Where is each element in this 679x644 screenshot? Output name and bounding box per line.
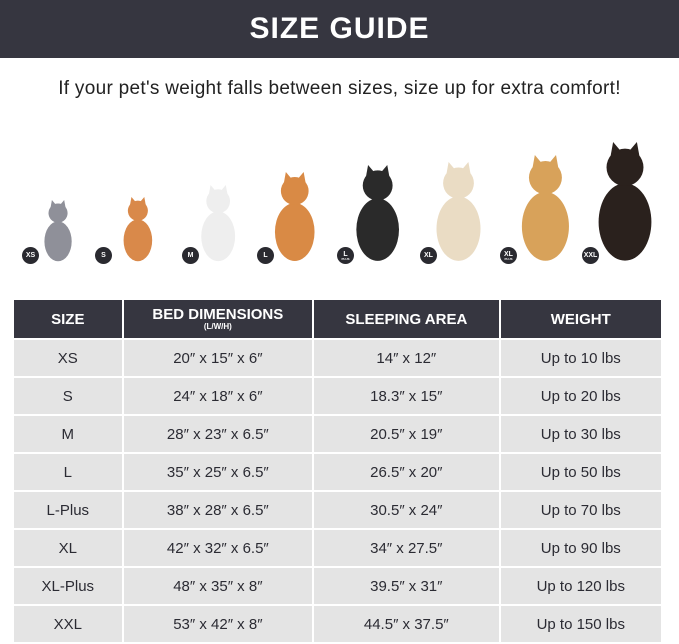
size-badge: S — [95, 247, 112, 264]
table-cell: 20″ x 15″ x 6″ — [123, 340, 313, 376]
table-cell: 38″ x 28″ x 6.5″ — [123, 492, 313, 528]
badge-label: XL — [424, 252, 433, 259]
header-label: WEIGHT — [550, 310, 611, 328]
column-header: WEIGHT — [500, 300, 661, 338]
pet-size-lineup: XS S M L L PLUS XL XL PLUS XXL — [0, 135, 679, 270]
table-cell: Up to 20 lbs — [500, 378, 661, 414]
table-row: M 28″ x 23″ x 6.5″ 20.5″ x 19″ Up to 30 lbs — [14, 416, 661, 452]
column-header: SLEEPING AREA — [314, 300, 499, 338]
subtitle: If your pet's weight falls between sizes… — [58, 78, 621, 99]
page-title: SIZE GUIDE — [249, 12, 430, 45]
table-cell: 35″ x 25″ x 6.5″ — [123, 454, 313, 490]
table-cell: M — [14, 416, 122, 452]
badge-label: XS — [25, 252, 36, 259]
french-bulldog-image — [197, 185, 239, 262]
table-cell: 30.5″ x 24″ — [314, 492, 499, 528]
table-cell: Up to 90 lbs — [500, 530, 661, 566]
table-cell: S — [14, 378, 122, 414]
table-row: L 35″ x 25″ x 6.5″ 26.5″ x 20″ Up to 50 lbs — [14, 454, 661, 490]
size-badge: M — [182, 247, 199, 264]
size-badge: XL PLUS — [500, 247, 517, 264]
table-cell: XS — [14, 340, 122, 376]
badge-sublabel: PLUS — [504, 256, 513, 261]
table-cell: 34″ x 27.5″ — [314, 530, 499, 566]
badge-label: XL — [504, 250, 513, 258]
header-label: SLEEPING AREA — [345, 310, 468, 328]
size-badge: L PLUS — [337, 247, 354, 264]
header-label: BED DIMENSIONS — [152, 306, 284, 323]
table-row: XL 42″ x 32″ x 6.5″ 34″ x 27.5″ Up to 90 lb… — [14, 530, 661, 566]
table-cell: Up to 50 lbs — [500, 454, 661, 490]
table-cell: XL-Plus — [14, 568, 122, 604]
table-cell: Up to 10 lbs — [500, 340, 661, 376]
cat-image — [41, 200, 75, 262]
table-cell: 14″ x 12″ — [314, 340, 499, 376]
size-badge: XXL — [582, 247, 599, 264]
table-cell: 26.5″ x 20″ — [314, 454, 499, 490]
table-cell: 28″ x 23″ x 6.5″ — [123, 416, 313, 452]
table-cell: Up to 30 lbs — [500, 416, 661, 452]
header-sublabel: (L/W/H) — [203, 322, 232, 331]
header-banner: SIZE GUIDE — [0, 0, 679, 58]
table-row: XL-Plus 48″ x 35″ x 8″ 39.5″ x 31″ Up to 12… — [14, 568, 661, 604]
table-cell: Up to 70 lbs — [500, 492, 661, 528]
table-row: S 24″ x 18″ x 6″ 18.3″ x 15″ Up to 20 lbs — [14, 378, 661, 414]
column-header: SIZE — [14, 300, 122, 338]
shiba-inu-image — [270, 172, 320, 262]
size-table: SIZE BED DIMENSIONS (L/W/H) SLEEPING AREA WE… — [12, 298, 663, 644]
table-cell: XL — [14, 530, 122, 566]
doberman-image — [592, 142, 658, 262]
table-cell: L — [14, 454, 122, 490]
table-cell: XXL — [14, 606, 122, 642]
table-cell: Up to 150 lbs — [500, 606, 661, 642]
table-row: XS 20″ x 15″ x 6″ 14″ x 12″ Up to 10 lbs — [14, 340, 661, 376]
table-row: L-Plus 38″ x 28″ x 6.5″ 30.5″ x 24″ Up to 7… — [14, 492, 661, 528]
badge-label: XXL — [583, 252, 598, 259]
badge-label: M — [187, 252, 194, 259]
table-cell: 18.3″ x 15″ — [314, 378, 499, 414]
table-cell: Up to 120 lbs — [500, 568, 661, 604]
column-header: BED DIMENSIONS (L/W/H) — [123, 300, 313, 338]
pomeranian-image — [120, 197, 156, 262]
table-cell: 20.5″ x 19″ — [314, 416, 499, 452]
size-badge: XL — [420, 247, 437, 264]
badge-label: S — [101, 252, 106, 259]
header-label: SIZE — [51, 310, 85, 328]
badge-label: L — [263, 252, 268, 259]
size-badge: L — [257, 247, 274, 264]
badge-sublabel: PLUS — [341, 256, 350, 261]
table-cell: 24″ x 18″ x 6″ — [123, 378, 313, 414]
size-badge: XS — [22, 247, 39, 264]
table-row: XXL 53″ x 42″ x 8″ 44.5″ x 37.5″ Up to 150 … — [14, 606, 661, 642]
table-cell: 48″ x 35″ x 8″ — [123, 568, 313, 604]
table-cell: 39.5″ x 31″ — [314, 568, 499, 604]
table-cell: 42″ x 32″ x 6.5″ — [123, 530, 313, 566]
border-collie-image — [351, 165, 404, 262]
table-cell: L-Plus — [14, 492, 122, 528]
labrador-image — [431, 162, 486, 262]
table-cell: 53″ x 42″ x 8″ — [123, 606, 313, 642]
table-cell: 44.5″ x 37.5″ — [314, 606, 499, 642]
golden-retriever-image — [516, 155, 575, 262]
badge-label: L — [343, 250, 348, 258]
